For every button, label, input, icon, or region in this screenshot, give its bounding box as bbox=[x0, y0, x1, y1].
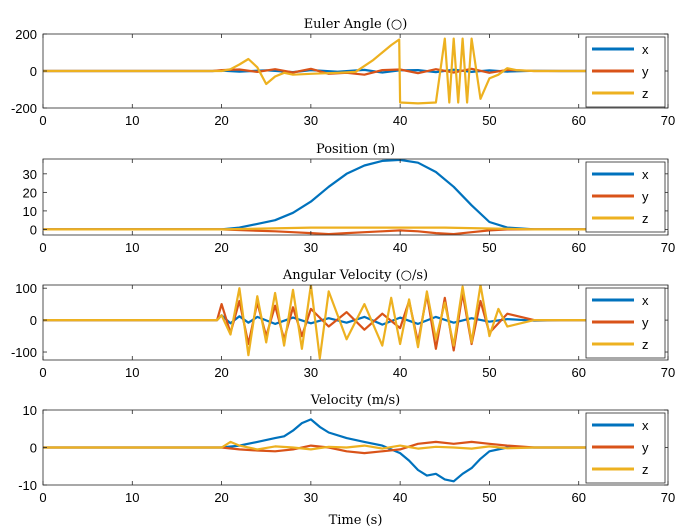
x-tick-label: 40 bbox=[393, 490, 407, 505]
x-axis-label: Time (s) bbox=[329, 513, 383, 528]
x-tick-label: 50 bbox=[482, 240, 496, 255]
subplot-title: Euler Angle (○) bbox=[304, 17, 408, 32]
x-tick-label: 20 bbox=[214, 240, 228, 255]
x-tick-label: 50 bbox=[482, 490, 496, 505]
series-lines bbox=[43, 418, 597, 483]
y-tick-label: 0 bbox=[30, 64, 37, 79]
x-tick-label: 30 bbox=[304, 490, 318, 505]
x-tick-label: 60 bbox=[571, 490, 585, 505]
series-line-y bbox=[43, 291, 597, 352]
axes-box bbox=[42, 158, 669, 236]
x-tick-label: 70 bbox=[661, 365, 675, 380]
y-tick-label: 10 bbox=[23, 403, 37, 418]
x-tick-label: 0 bbox=[39, 240, 46, 255]
y-tick-label: 200 bbox=[15, 27, 37, 42]
x-tick-label: 10 bbox=[125, 490, 139, 505]
x-tick-label: 70 bbox=[661, 113, 675, 128]
series-line-y bbox=[43, 440, 597, 455]
y-tick-label: 0 bbox=[30, 313, 37, 328]
legend-label-x: x bbox=[642, 293, 649, 308]
series-line-z bbox=[43, 37, 597, 105]
x-tick-label: 10 bbox=[125, 113, 139, 128]
x-tick-label: 30 bbox=[304, 113, 318, 128]
legend-label-y: y bbox=[642, 315, 649, 330]
y-tick-label: 30 bbox=[23, 167, 37, 182]
series-line-z bbox=[43, 226, 597, 231]
subplot-title: Position (m) bbox=[316, 142, 395, 157]
legend: xyz bbox=[585, 412, 666, 484]
series-line-y bbox=[43, 67, 597, 76]
legend-label-x: x bbox=[642, 167, 649, 182]
series-line-z bbox=[43, 440, 597, 451]
series-line-y bbox=[43, 228, 597, 235]
legend-label-z: z bbox=[642, 337, 649, 352]
subplot-title: Velocity (m/s) bbox=[310, 393, 401, 408]
x-tick-label: 0 bbox=[39, 365, 46, 380]
legend-label-z: z bbox=[642, 211, 649, 226]
x-tick-label: 70 bbox=[661, 240, 675, 255]
y-tick-label: 10 bbox=[23, 204, 37, 219]
subplot-title: Angular Velocity (○/s) bbox=[282, 268, 428, 283]
series-lines bbox=[43, 159, 597, 235]
y-tick-label: -200 bbox=[11, 101, 37, 116]
x-tick-label: 10 bbox=[125, 240, 139, 255]
legend-label-x: x bbox=[642, 42, 649, 57]
x-tick-label: 20 bbox=[214, 490, 228, 505]
x-tick-label: 10 bbox=[125, 365, 139, 380]
legend-label-y: y bbox=[642, 64, 649, 79]
legend: xyz bbox=[585, 287, 666, 359]
plot-area bbox=[43, 159, 668, 235]
legend: xyz bbox=[585, 161, 666, 233]
y-tick-label: 0 bbox=[30, 441, 37, 456]
x-tick-label: 40 bbox=[393, 240, 407, 255]
subplot-2: 0 10 20 30 40 50 60 70 0 10 20 30 Position (m) xyz bbox=[23, 142, 676, 255]
legend-label-y: y bbox=[642, 189, 649, 204]
x-tick-label: 30 bbox=[304, 365, 318, 380]
x-tick-label: 0 bbox=[39, 490, 46, 505]
y-tick-label: -10 bbox=[18, 478, 37, 493]
y-tick-label: -100 bbox=[11, 345, 37, 360]
legend-label-z: z bbox=[642, 86, 649, 101]
x-tick-label: 40 bbox=[393, 365, 407, 380]
y-tick-label: 0 bbox=[30, 222, 37, 237]
series-lines bbox=[43, 37, 597, 105]
series-lines bbox=[43, 285, 597, 360]
x-tick-label: 50 bbox=[482, 113, 496, 128]
x-tick-label: 30 bbox=[304, 240, 318, 255]
axes-box bbox=[42, 284, 669, 361]
legend-label-x: x bbox=[642, 418, 649, 433]
x-tick-label: 0 bbox=[39, 113, 46, 128]
series-line-z bbox=[43, 285, 597, 360]
x-tick-label: 20 bbox=[214, 365, 228, 380]
legend-label-y: y bbox=[642, 440, 649, 455]
y-tick-label: 100 bbox=[15, 281, 37, 296]
x-tick-label: 50 bbox=[482, 365, 496, 380]
series-line-x bbox=[43, 159, 597, 231]
x-tick-label: 60 bbox=[571, 240, 585, 255]
y-tick-label: 20 bbox=[23, 185, 37, 200]
x-tick-label: 60 bbox=[571, 365, 585, 380]
x-tick-label: 70 bbox=[661, 490, 675, 505]
legend: xyz bbox=[585, 36, 666, 108]
x-tick-label: 20 bbox=[214, 113, 228, 128]
legend-label-z: z bbox=[642, 462, 649, 477]
x-tick-label: 40 bbox=[393, 113, 407, 128]
x-tick-label: 60 bbox=[571, 113, 585, 128]
